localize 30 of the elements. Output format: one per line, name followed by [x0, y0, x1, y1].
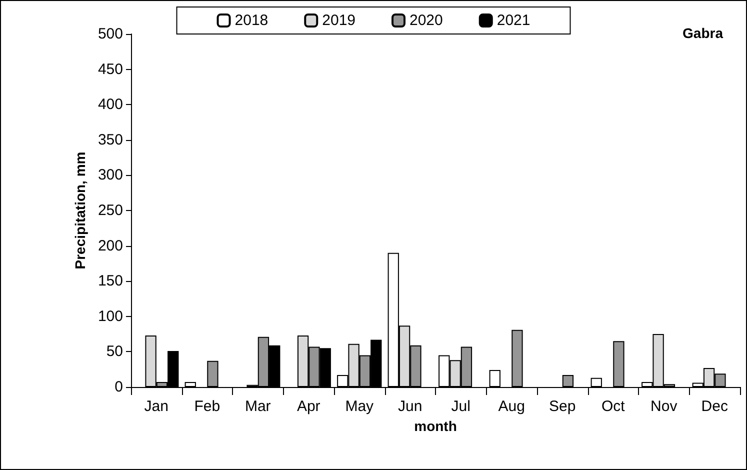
- y-tick-label: 400: [98, 96, 123, 114]
- y-tick-label: 250: [98, 202, 123, 219]
- x-tick-label: Aug: [498, 398, 525, 415]
- y-tick-label: 500: [98, 26, 123, 42]
- legend-label: 2018: [234, 12, 268, 29]
- x-tick-label: Sep: [549, 398, 576, 415]
- y-tick-label: 350: [98, 131, 123, 148]
- y-tick-label: 200: [98, 237, 123, 254]
- y-axis-title: Precipitation, mm: [72, 152, 88, 270]
- legend-label: 2021: [496, 12, 530, 29]
- x-tick-label: Jun: [398, 398, 422, 415]
- y-tick-label: 0: [114, 378, 123, 396]
- x-tick-label: May: [345, 398, 374, 415]
- x-tick-label: Apr: [296, 398, 320, 415]
- x-axis-title: month: [414, 418, 457, 434]
- x-tick-label: Mar: [244, 398, 271, 415]
- x-tick-label: Nov: [650, 398, 678, 415]
- x-tick-label: Feb: [194, 398, 220, 415]
- y-tick-label: 100: [98, 308, 123, 325]
- x-tick-label: Jul: [451, 398, 470, 415]
- y-tick-label: 150: [98, 272, 123, 290]
- y-tick-label: 50: [106, 343, 123, 360]
- legend-label: 2020: [410, 12, 443, 29]
- y-tick-label: 450: [98, 60, 123, 78]
- x-tick-label: Dec: [701, 398, 728, 415]
- y-tick-label: 300: [98, 166, 123, 184]
- x-tick-label: Jan: [144, 398, 168, 415]
- legend-label: 2019: [322, 12, 356, 29]
- x-tick-label: Oct: [601, 398, 626, 415]
- chart-title: Gabra: [682, 25, 724, 41]
